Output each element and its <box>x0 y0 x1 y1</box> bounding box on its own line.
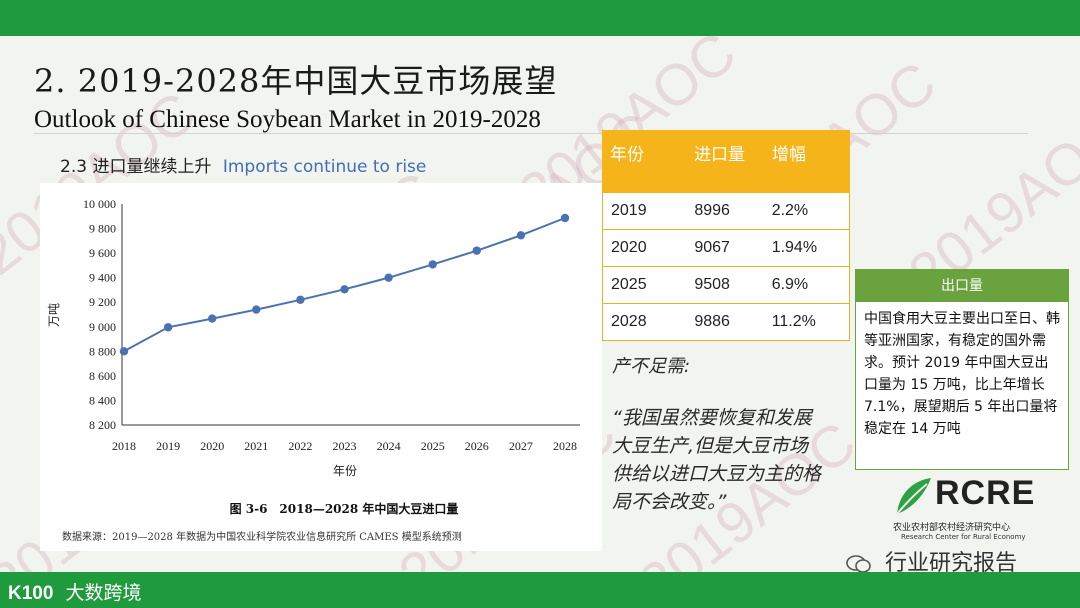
y-tick-label: 9 800 <box>89 222 116 236</box>
quote-heading: 产不足需: <box>612 356 691 377</box>
cell-import: 8996 <box>694 202 730 219</box>
y-tick-label: 9 600 <box>89 246 116 260</box>
x-tick-label: 2022 <box>288 439 312 453</box>
cell-import: 9886 <box>694 313 730 330</box>
bottom-green-bar <box>0 572 1080 608</box>
cell-growth: 6.9% <box>771 276 809 293</box>
x-tick-label: 2024 <box>377 439 401 453</box>
y-tick-label: 8 400 <box>89 393 116 407</box>
export-box-text: 中国食用大豆主要出口至日、韩等亚洲国家，有稳定的国外需求。预计 2019 年中国… <box>864 311 1060 437</box>
subtitle-en: Imports continue to rise <box>222 157 427 177</box>
export-info-box: 出口量 中国食用大豆主要出口至日、韩等亚洲国家，有稳定的国外需求。预计 2019… <box>855 269 1069 470</box>
cell-year: 2019 <box>611 202 647 219</box>
x-tick-label: 2025 <box>421 439 445 453</box>
y-tick-label: 9 000 <box>89 320 116 334</box>
y-tick-label: 8 800 <box>89 344 116 358</box>
y-tick-label: 8 600 <box>89 369 116 383</box>
slide-title-en: Outlook of Chinese Soybean Market in 201… <box>34 106 541 133</box>
table-header: 年份 进口量 增幅 <box>602 130 850 193</box>
data-point-group <box>119 213 570 356</box>
rcre-logo: RCRE 农业农村部农村经济研究中心 Research Center for R… <box>893 474 1053 544</box>
import-table: 年份 进口量 增幅 2019 8996 2.2% 2020 9067 1.94%… <box>602 130 850 341</box>
data-point <box>472 246 481 255</box>
table-row: 2025 9508 6.9% <box>602 267 850 304</box>
y-axis-label: 万吨 <box>47 303 61 327</box>
cell-import: 9508 <box>694 276 730 293</box>
y-tick-label: 8 200 <box>89 418 116 432</box>
header-growth: 增幅 <box>772 145 806 165</box>
source-note: 数据来源：2019—2028 年数据为中国农业科学院农业信息研究所 CAMES … <box>62 530 462 543</box>
slide-title-cn: 2. 2019-2028年中国大豆市场展望 <box>34 62 558 100</box>
leaf-icon <box>896 478 931 515</box>
brand-footer: K100 大数跨境 <box>8 578 141 605</box>
subtitle-cn: 2.3 进口量继续上升 <box>60 157 212 177</box>
y-tick-label: 9 400 <box>89 271 116 285</box>
x-axis-label: 年份 <box>333 464 357 478</box>
x-tick-label: 2019 <box>156 439 180 453</box>
x-tick-label: 2018 <box>112 439 136 453</box>
cell-year: 2020 <box>611 239 647 256</box>
logo-en: Research Center for Rural Economy <box>901 533 1026 541</box>
y-tick-group: 10 000 9 800 9 600 9 400 9 200 9 000 8 800 8 60… <box>83 197 116 432</box>
data-point <box>560 213 570 223</box>
data-point <box>208 314 217 323</box>
cell-import: 9067 <box>694 239 730 256</box>
import-line-chart: 10 000 9 800 9 600 9 400 9 200 9 000 8 800 8 60… <box>47 197 580 543</box>
top-green-bar <box>0 0 1080 36</box>
section-subtitle: 2.3 进口量继续上升 Imports continue to rise <box>60 152 426 177</box>
data-point <box>516 231 526 240</box>
x-tick-label: 2026 <box>465 439 489 453</box>
data-point <box>296 295 305 304</box>
x-tick-label: 2027 <box>509 439 533 453</box>
import-chart-panel: 10 000 9 800 9 600 9 400 9 200 9 000 8 800 8 60… <box>40 183 602 551</box>
wechat-source: 行业研究报告 <box>846 545 1017 577</box>
cell-growth: 2.2% <box>771 202 809 219</box>
logo-cn: 农业农村部农村经济研究中心 <box>893 523 1011 533</box>
cell-growth: 11.2% <box>771 313 816 330</box>
series-line <box>123 217 566 353</box>
table-row: 2019 8996 2.2% <box>602 193 850 230</box>
data-point <box>163 323 173 332</box>
header-year: 年份 <box>610 145 644 165</box>
cell-year: 2028 <box>611 313 647 330</box>
x-tick-label: 2028 <box>553 439 577 453</box>
data-point <box>340 285 349 294</box>
export-box-header: 出口量 <box>856 270 1068 302</box>
header-import: 进口量 <box>694 145 745 165</box>
figure-caption: 图 3-6 2018—2028 年中国大豆进口量 <box>230 501 459 516</box>
data-point <box>252 305 261 314</box>
wechat-icon <box>846 555 871 573</box>
quote-text: “我国虽然要恢复和发展大豆生产,但是大豆市场供给以进口大豆为主的格局不会改变。” <box>612 407 822 513</box>
y-tick-label: 9 200 <box>89 295 116 309</box>
x-tick-label: 2023 <box>333 439 357 453</box>
x-tick-label: 2021 <box>244 439 268 453</box>
y-tick-label: 10 000 <box>83 197 116 211</box>
x-tick-group: 2018 2019 2020 2021 2022 2023 2024 2025 2026 2027… <box>112 439 577 453</box>
data-point <box>428 260 437 269</box>
wechat-account-name: 行业研究报告 <box>885 551 1018 576</box>
brand-icon: K100 <box>8 583 54 604</box>
data-point <box>384 273 393 282</box>
title-divider <box>34 133 1028 134</box>
table-row: 2020 9067 1.94% <box>602 230 850 267</box>
cell-growth: 1.94% <box>771 239 818 256</box>
cell-year: 2025 <box>611 276 647 293</box>
logo-name: RCRE <box>935 474 1036 512</box>
data-point <box>119 347 129 356</box>
table-row: 2028 9886 11.2% <box>602 304 850 341</box>
x-tick-label: 2020 <box>200 439 224 453</box>
brand-name: 大数跨境 <box>65 582 142 604</box>
